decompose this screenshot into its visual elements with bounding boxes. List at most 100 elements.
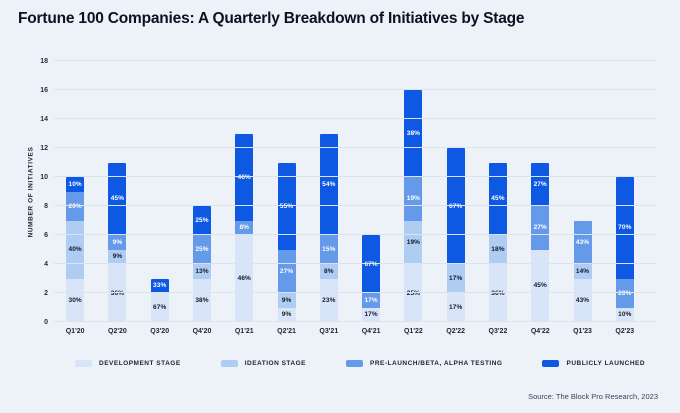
bar-column: 9% 9% 27% 55% Q2'21 (265, 61, 307, 335)
legend-item-launched: PUBLICLY LAUNCHED (542, 360, 645, 367)
segment-ideation: 8% (319, 264, 338, 279)
segment-percent-label: 70% (618, 224, 632, 232)
bar-column: 17% 17% 67% Q2'22 (435, 61, 477, 335)
bar-Q4'22: 45% 27% 27% (531, 162, 550, 322)
segment-prelaunch: 19% (404, 177, 423, 221)
y-tick-label: 2 (44, 289, 48, 297)
plot-area: 30% 40% 20% 10% Q1'20 36% 9% 9% 45% Q2'20 67% 33% Q3… (40, 58, 656, 335)
y-tick-label: 16 (40, 86, 48, 94)
segment-percent-label: 13% (195, 267, 209, 275)
y-tick-label: 0 (44, 318, 48, 326)
bar-Q4'21: 17% 17% 67% (362, 235, 381, 322)
x-tick-label: Q3'20 (150, 328, 170, 335)
segment-development: 43% (573, 278, 592, 322)
segment-development: 36% (108, 264, 127, 322)
bar-column: 25% 19% 19% 38% Q1'22 (392, 61, 434, 335)
segment-percent-label: 20% (618, 289, 632, 297)
segment-percent-label: 25% (195, 246, 209, 253)
segment-percent-label: 8% (239, 224, 250, 232)
segment-percent-label: 9% (112, 253, 123, 261)
segment-launched: 55% (277, 162, 296, 250)
segment-launched: 67% (446, 148, 465, 264)
y-tick-label: 10 (40, 173, 48, 181)
segment-percent-label: 8% (324, 267, 334, 275)
segment-percent-label: 54% (322, 180, 336, 188)
segment-development: 30% (66, 278, 85, 322)
segment-development: 45% (531, 249, 550, 322)
legend-swatch-ideation (220, 360, 238, 367)
segment-launched: 45% (108, 162, 127, 235)
segment-percent-label: 27% (533, 224, 547, 232)
segment-percent-label: 43% (575, 296, 590, 304)
segment-percent-label: 9% (281, 296, 292, 304)
segment-percent-label: 25% (195, 217, 209, 224)
segment-ideation: 9% (277, 293, 296, 308)
legend-label: DEVELOPMENT STAGE (99, 360, 181, 367)
segment-launched: 38% (404, 90, 423, 177)
segment-percent-label: 36% (491, 289, 505, 297)
segment-development: 9% (277, 307, 296, 322)
segment-percent-label: 33% (153, 282, 167, 290)
segment-prelaunch: 25% (192, 235, 211, 264)
bar-column: 46% 8% 46% Q1'21 (223, 61, 265, 335)
y-tick-label: 14 (40, 115, 48, 123)
segment-percent-label: 17% (364, 311, 378, 319)
segment-development: 25% (404, 264, 423, 322)
x-tick-label: Q4'20 (192, 328, 212, 335)
bar-Q1'23: 43% 14% 43% (573, 220, 592, 322)
legend-swatch-launched (542, 360, 560, 367)
segment-percent-label: 45% (491, 195, 505, 203)
segment-percent-label: 67% (449, 202, 463, 210)
bar-column: 67% 33% Q3'20 (139, 61, 181, 335)
bar-Q2'23: 10% 20% 70% (615, 177, 634, 322)
x-tick-label: Q1'20 (65, 328, 85, 335)
segment-percent-label: 25% (406, 289, 421, 297)
segment-percent-label: 55% (279, 202, 294, 210)
segment-percent-label: 38% (406, 130, 421, 137)
gridline (54, 147, 656, 148)
segment-percent-label: 27% (533, 180, 547, 188)
gridline (54, 263, 656, 264)
segment-ideation: 9% (108, 249, 127, 264)
x-tick-label: Q2'22 (446, 328, 466, 335)
bar-column: 30% 40% 20% 10% Q1'20 (54, 61, 96, 335)
x-tick-label: Q4'22 (530, 328, 550, 335)
segment-launched: 33% (150, 278, 169, 293)
segment-percent-label: 19% (406, 195, 421, 203)
legend-item-ideation: IDEATION STAGE (220, 360, 306, 367)
segment-development: 17% (446, 293, 465, 322)
segment-percent-label: 9% (112, 238, 123, 246)
segment-percent-label: 15% (322, 246, 336, 253)
x-tick-label: Q2'23 (615, 328, 635, 335)
x-tick-label: Q1'23 (573, 328, 592, 335)
segment-prelaunch: 27% (277, 249, 296, 293)
legend-swatch-prelaunch (346, 360, 363, 367)
legend-label: IDEATION STAGE (244, 360, 306, 367)
legend-item-prelaunch: PRE-LAUNCH/BETA, ALPHA TESTING (346, 360, 502, 367)
chart-title: Fortune 100 Companies: A Quarterly Break… (18, 10, 525, 27)
gridline (54, 118, 656, 119)
gridline (54, 176, 656, 177)
segment-development: 38% (192, 278, 211, 322)
legend-label: PUBLICLY LAUNCHED (566, 360, 646, 367)
bar-Q1'22: 25% 19% 19% 38% (404, 90, 423, 322)
segment-percent-label: 17% (449, 275, 463, 282)
segment-percent-label: 40% (68, 246, 82, 253)
segment-prelaunch: 20% (615, 278, 634, 308)
x-tick-label: Q4'21 (361, 328, 381, 335)
bar-column: 36% 18% 45% Q3'22 (477, 61, 519, 335)
bar-Q2'20: 36% 9% 9% 45% (108, 162, 127, 322)
segment-prelaunch: 43% (573, 220, 592, 264)
bar-column: 36% 9% 9% 45% Q2'20 (96, 61, 138, 335)
segment-development: 23% (319, 278, 338, 322)
segment-percent-label: 10% (68, 180, 82, 188)
bar-column: 23% 8% 15% 54% Q3'21 (308, 61, 350, 335)
segment-percent-label: 45% (533, 282, 547, 290)
legend: DEVELOPMENT STAGE IDEATION STAGE PRE-LAUNC… (75, 360, 645, 367)
y-tick-label: 6 (44, 231, 48, 239)
x-tick-label: Q2'20 (108, 328, 127, 335)
segment-ideation: 19% (404, 220, 423, 264)
x-tick-label: Q1'21 (234, 328, 254, 335)
segment-launched: 67% (362, 235, 381, 293)
y-tick-label: 12 (40, 144, 48, 152)
